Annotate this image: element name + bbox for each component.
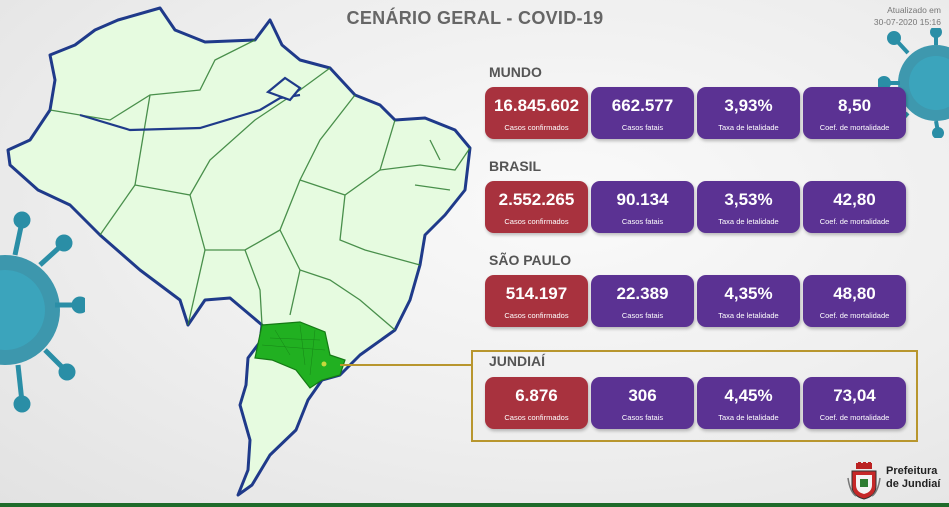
card-value: 6.876	[515, 386, 558, 405]
sao-paulo-confirmed-card[interactable]: 514.197 Casos confirmados	[485, 275, 588, 327]
card-label: Casos fatais	[621, 217, 664, 226]
card-label: Coef. de mortalidade	[819, 311, 890, 320]
jundiai-lethality-card[interactable]: 4,45% Taxa de letalidade	[697, 377, 800, 429]
card-value: 73,04	[833, 386, 876, 405]
jundiai-confirmed-card[interactable]: 6.876 Casos confirmados	[485, 377, 588, 429]
card-label: Taxa de letalidade	[718, 311, 779, 320]
card-label: Casos confirmados	[504, 217, 569, 226]
prefeitura-logo-text: Prefeitura de Jundiaí	[886, 465, 940, 491]
mundo-lethality-card[interactable]: 3,93% Taxa de letalidade	[697, 87, 800, 139]
sao-paulo-municipalities	[261, 324, 326, 376]
card-label: Casos confirmados	[504, 123, 569, 132]
card-label: Taxa de letalidade	[718, 413, 779, 422]
card-label: Casos fatais	[621, 123, 664, 132]
card-value: 4,45%	[724, 386, 773, 405]
coat-of-arms-icon	[847, 462, 881, 500]
brasil-mortality-card[interactable]: 42,80 Coef. de mortalidade	[803, 181, 906, 233]
sao-paulo-lethality-card[interactable]: 4,35% Taxa de letalidade	[697, 275, 800, 327]
update-timestamp: Atualizado em 30-07-2020 15:16	[874, 4, 941, 28]
card-label: Taxa de letalidade	[718, 123, 779, 132]
section-title-sao-paulo: SÃO PAULO	[489, 252, 572, 268]
card-value: 48,80	[833, 284, 876, 303]
jundiai-marker	[321, 361, 327, 367]
section-title-jundiai: JUNDIAÍ	[489, 353, 546, 369]
card-label: Taxa de letalidade	[718, 217, 779, 226]
jundiai-highlight-box	[471, 350, 918, 442]
card-value: 306	[628, 386, 657, 405]
state-borders	[49, 39, 471, 331]
section-title-brasil: BRASIL	[489, 158, 542, 174]
updated-label: Atualizado em	[887, 5, 941, 15]
logo-line2: de Jundiaí	[886, 478, 941, 490]
sao-paulo-deaths-card[interactable]: 22.389 Casos fatais	[591, 275, 694, 327]
card-label: Casos fatais	[621, 311, 664, 320]
card-value: 662.577	[611, 96, 674, 115]
card-value: 514.197	[505, 284, 568, 303]
card-value: 4,35%	[724, 284, 773, 303]
brasil-deaths-card[interactable]: 90.134 Casos fatais	[591, 181, 694, 233]
sao-paulo-mortality-card[interactable]: 48,80 Coef. de mortalidade	[803, 275, 906, 327]
virus-illustration-left-icon	[0, 211, 85, 413]
card-label: Coef. de mortalidade	[819, 217, 890, 226]
brasil-lethality-card[interactable]: 3,53% Taxa de letalidade	[697, 181, 800, 233]
card-value: 2.552.265	[498, 190, 575, 209]
card-label: Casos fatais	[621, 413, 664, 422]
section-title-mundo: MUNDO	[489, 64, 542, 80]
amazon-river	[79, 76, 302, 132]
logo-line1: Prefeitura	[886, 465, 938, 477]
jundiai-deaths-card[interactable]: 306 Casos fatais	[591, 377, 694, 429]
card-value: 22.389	[616, 284, 669, 303]
card-value: 90.134	[616, 190, 669, 209]
brasil-confirmed-card[interactable]: 2.552.265 Casos confirmados	[485, 181, 588, 233]
mundo-mortality-card[interactable]: 8,50 Coef. de mortalidade	[803, 87, 906, 139]
brazil-outline	[6, 6, 472, 497]
card-label: Casos confirmados	[504, 311, 569, 320]
card-label: Coef. de mortalidade	[819, 123, 890, 132]
card-label: Casos confirmados	[504, 413, 569, 422]
mundo-deaths-card[interactable]: 662.577 Casos fatais	[591, 87, 694, 139]
card-value: 3,93%	[724, 96, 773, 115]
updated-value: 30-07-2020 15:16	[873, 17, 941, 27]
card-value: 42,80	[833, 190, 876, 209]
card-value: 8,50	[837, 96, 872, 115]
card-value: 16.845.602	[493, 96, 580, 115]
page-title: CENÁRIO GERAL - COVID-19	[346, 8, 604, 28]
card-label: Coef. de mortalidade	[819, 413, 890, 422]
jundiai-connector-line	[340, 364, 471, 366]
brazil-map	[6, 6, 472, 497]
mundo-confirmed-card[interactable]: 16.845.602 Casos confirmados	[485, 87, 588, 139]
footer-bar	[0, 503, 949, 507]
jundiai-mortality-card[interactable]: 73,04 Coef. de mortalidade	[803, 377, 906, 429]
card-value: 3,53%	[724, 190, 773, 209]
